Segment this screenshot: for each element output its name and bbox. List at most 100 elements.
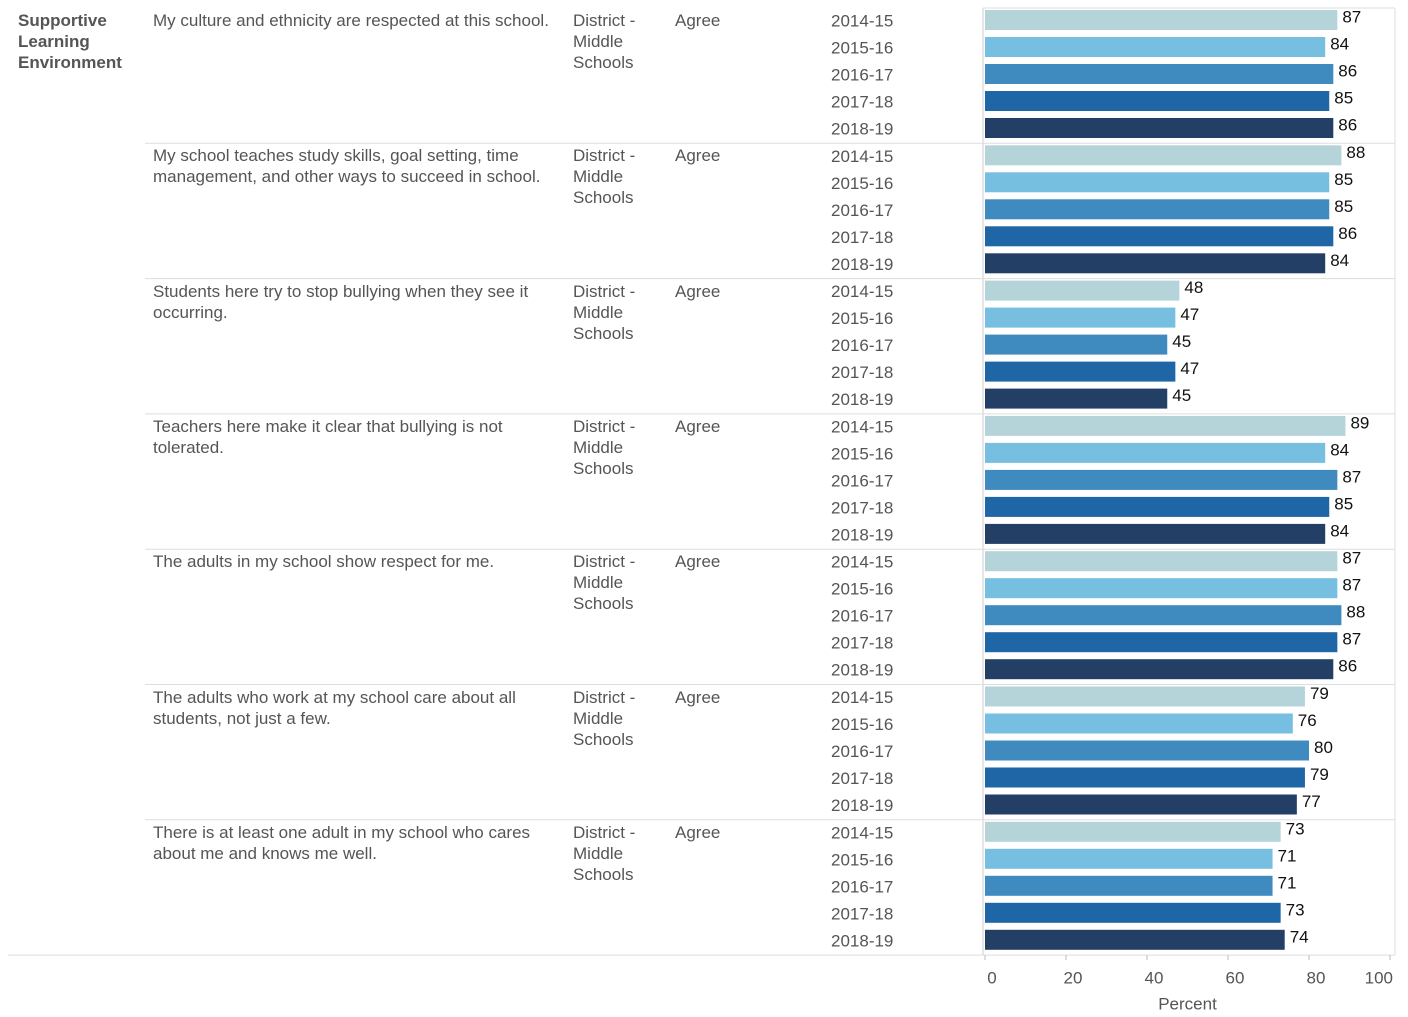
bar — [985, 388, 1168, 409]
group: District - Middle Schools — [573, 552, 636, 614]
value-label: 89 — [1350, 413, 1369, 432]
group: District - Middle Schools — [573, 281, 636, 343]
bar — [985, 10, 1338, 30]
year-label: 2015-16 — [831, 309, 893, 328]
response: Agree — [675, 146, 721, 166]
bar — [985, 740, 1309, 761]
group: District - Middle Schools — [573, 822, 636, 884]
section-label: Supportive Learning Environment — [18, 11, 122, 72]
bar — [985, 605, 1342, 626]
bar — [985, 578, 1338, 599]
value-label: 71 — [1278, 846, 1297, 865]
bar — [985, 496, 1330, 517]
value-label: 87 — [1342, 576, 1361, 595]
value-label: 47 — [1180, 359, 1199, 378]
year-label: 2015-16 — [831, 38, 893, 57]
bar — [985, 767, 1305, 788]
year-label: 2018-19 — [831, 390, 893, 409]
response: Agree — [675, 11, 721, 30]
year-label: 2015-16 — [831, 715, 893, 734]
year-label: 2016-17 — [831, 877, 893, 896]
bar — [985, 686, 1305, 707]
value-label: 84 — [1330, 440, 1349, 459]
value-label: 87 — [1342, 7, 1361, 26]
value-label: 85 — [1334, 88, 1353, 107]
bar — [985, 848, 1273, 869]
value-label: 45 — [1172, 332, 1191, 351]
question: Students here try to stop bullying when … — [153, 281, 529, 322]
response: Agree — [675, 687, 721, 707]
year-label: 2016-17 — [831, 742, 893, 761]
bar — [985, 145, 1342, 166]
year-label: 2016-17 — [831, 607, 893, 626]
year-label: 2015-16 — [831, 444, 893, 463]
bar — [985, 199, 1330, 220]
year-label: 2016-17 — [831, 201, 893, 220]
x-tick-label: 100 — [1365, 969, 1393, 988]
value-label: 85 — [1334, 170, 1353, 189]
x-tick-label: 40 — [1145, 969, 1164, 988]
bar — [985, 821, 1281, 842]
year-label: 2016-17 — [831, 471, 893, 490]
bar — [985, 632, 1338, 653]
x-tick-label: 80 — [1307, 969, 1326, 988]
question: The adults who work at my school care ab… — [153, 687, 516, 728]
bar — [985, 551, 1338, 572]
value-label: 86 — [1338, 224, 1357, 243]
value-label: 87 — [1342, 549, 1361, 568]
year-label: 2016-17 — [831, 65, 893, 84]
x-tick-label: 0 — [987, 969, 996, 988]
bar — [985, 280, 1180, 301]
value-label: 79 — [1310, 765, 1329, 784]
year-label: 2014-15 — [831, 823, 893, 842]
x-tick-label: 20 — [1064, 969, 1083, 988]
bar — [985, 713, 1293, 734]
bar — [985, 361, 1176, 382]
value-label: 88 — [1346, 143, 1365, 162]
group: District - Middle Schools — [573, 146, 636, 208]
x-tick-label: 60 — [1226, 969, 1245, 988]
value-label: 80 — [1314, 738, 1333, 757]
year-label: 2017-18 — [831, 363, 893, 382]
value-label: 73 — [1286, 900, 1305, 919]
bar — [985, 307, 1176, 328]
value-label: 87 — [1342, 630, 1361, 649]
year-label: 2018-19 — [831, 255, 893, 274]
year-label: 2015-16 — [831, 174, 893, 193]
year-label: 2014-15 — [831, 11, 893, 30]
value-label: 84 — [1330, 521, 1349, 540]
value-label: 86 — [1338, 657, 1357, 676]
year-label: 2016-17 — [831, 336, 893, 355]
value-label: 84 — [1330, 34, 1349, 53]
bar — [985, 875, 1273, 896]
value-label: 48 — [1184, 278, 1203, 297]
bar — [985, 794, 1297, 815]
question: There is at least one adult in my school… — [153, 822, 531, 863]
year-label: 2014-15 — [831, 553, 893, 572]
year-label: 2014-15 — [831, 417, 893, 436]
year-label: 2015-16 — [831, 580, 893, 599]
bar — [985, 253, 1326, 274]
year-label: 2018-19 — [831, 661, 893, 680]
response: Agree — [675, 416, 721, 436]
year-label: 2015-16 — [831, 850, 893, 869]
value-label: 71 — [1278, 873, 1297, 892]
value-label: 84 — [1330, 251, 1349, 270]
question: Teachers here make it clear that bullyin… — [153, 416, 503, 457]
year-label: 2014-15 — [831, 688, 893, 707]
bar — [985, 172, 1330, 193]
bar — [985, 442, 1326, 463]
value-label: 47 — [1180, 305, 1199, 324]
question: My culture and ethnicity are respected a… — [153, 11, 549, 30]
group: District - Middle Schools — [573, 11, 636, 72]
value-label: 88 — [1346, 603, 1365, 622]
value-label: 85 — [1334, 197, 1353, 216]
bar — [985, 415, 1346, 436]
value-label: 86 — [1338, 61, 1357, 80]
year-label: 2018-19 — [831, 931, 893, 950]
question: My school teaches study skills, goal set… — [153, 146, 541, 187]
bar — [985, 91, 1330, 111]
bar — [985, 659, 1334, 680]
